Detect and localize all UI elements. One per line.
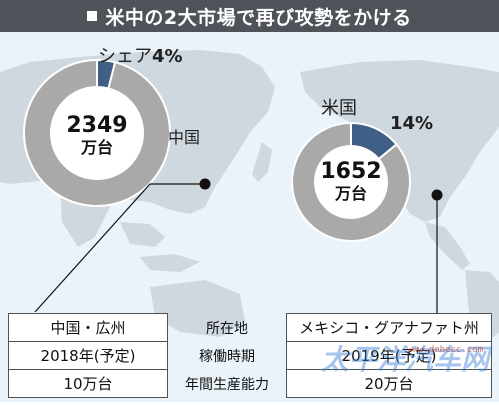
- watermark-logo: 太平洋汽车网: [320, 343, 489, 376]
- land-japan: [252, 142, 272, 182]
- us-donut-chart: [291, 121, 411, 242]
- us-total-unit: 万台: [334, 184, 367, 203]
- land-central-america: [425, 222, 470, 270]
- map-background: [0, 50, 499, 344]
- china-donut-chart: [23, 58, 171, 207]
- title-bar: 米中の2大市場で再び攻勢をかける: [0, 0, 499, 32]
- us-cell: 20万台: [286, 369, 492, 398]
- china-location-dot: [199, 178, 211, 190]
- china-total-value: 2349: [66, 113, 128, 138]
- us-share-value-label: 14%: [390, 113, 434, 134]
- land-indonesia: [140, 254, 200, 272]
- land-australia: [150, 280, 245, 337]
- watermark-url: www.dahecc.com: [407, 345, 483, 355]
- china-cell: 10万台: [8, 369, 168, 398]
- us-donut-hole: [315, 146, 387, 218]
- table-row: 10万台 年間生産能力 20万台: [8, 369, 492, 398]
- us-share-name-label: 米国: [321, 98, 357, 119]
- china-cell: 中国・広州: [8, 313, 168, 342]
- land-north-america: [300, 60, 499, 222]
- china-share-label: シェア4%: [98, 46, 183, 67]
- row-label-cell: 所在地: [206, 320, 248, 337]
- row-label-cell: 年間生産能力: [185, 376, 269, 393]
- chart-title: 米中の2大市場で再び攻勢をかける: [105, 6, 412, 29]
- china-cell: 2018年(予定): [8, 341, 168, 370]
- china-callout-line: [34, 183, 205, 313]
- us-total-value: 1652: [320, 159, 382, 184]
- world-map: [0, 32, 499, 402]
- title-square-icon: [87, 11, 98, 21]
- china-donut-hole: [51, 87, 143, 179]
- china-total-unit: 万台: [80, 138, 113, 157]
- us-location-dot: [431, 189, 443, 201]
- land-sea-asia: [120, 222, 165, 247]
- china-total-label: 2349 万台: [62, 114, 132, 158]
- us-cell: メキシコ・グアナファト州: [286, 313, 492, 342]
- row-label-cell: 稼働時期: [199, 348, 255, 365]
- us-total-label: 1652 万台: [318, 160, 384, 204]
- factory-info-table: 中国・広州 所在地 メキシコ・グアナファト州 2018年(予定) 稼働時期 2019年(予…: [8, 313, 492, 398]
- china-region-label: 中国: [168, 128, 201, 147]
